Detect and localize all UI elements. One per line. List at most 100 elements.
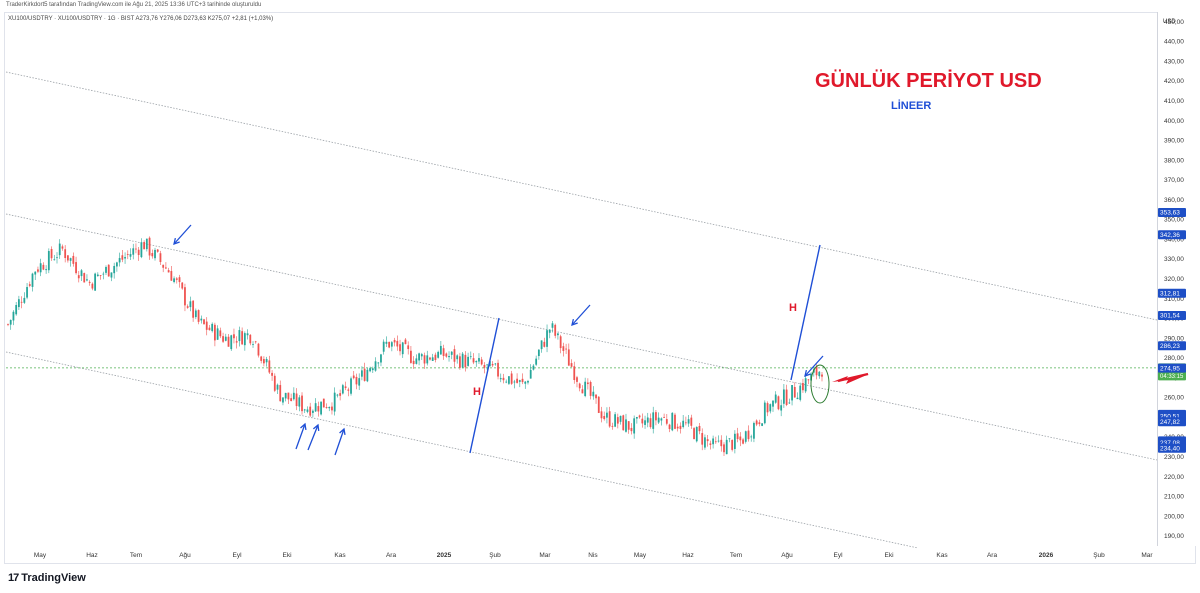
candle-body [763, 402, 766, 424]
candle-body [47, 251, 50, 271]
candle-body [712, 438, 715, 445]
price-axis[interactable] [1157, 12, 1197, 546]
candle-body [456, 355, 459, 360]
y-tick-label: 210,00 [1164, 494, 1184, 501]
candle-body [399, 344, 401, 352]
candle-body [665, 419, 668, 424]
y-tick-label: 350,00 [1164, 217, 1184, 224]
y-tick-label: 260,00 [1164, 395, 1184, 402]
y-tick-label: 280,00 [1164, 355, 1184, 362]
candle-body [518, 380, 521, 382]
arrow-resistance-2 [571, 304, 591, 326]
candle-body [333, 392, 336, 412]
candle-body [687, 419, 690, 424]
candle-body [102, 273, 105, 275]
candle-body [396, 340, 399, 347]
candle-body [627, 421, 630, 430]
candle-body [197, 310, 200, 322]
candle-body [371, 368, 374, 371]
candle-body [325, 407, 328, 409]
candle-body [336, 394, 339, 396]
candle-body [86, 279, 88, 281]
candle-body [537, 349, 540, 357]
candle-body [350, 378, 352, 394]
candle-body [80, 270, 83, 277]
candle-body [222, 336, 224, 342]
candle-body [181, 282, 184, 289]
candle-body [635, 417, 638, 419]
drawings [173, 224, 869, 456]
x-tick-label: Mar [539, 552, 551, 559]
candle-body [118, 258, 121, 263]
candle-body [298, 397, 301, 407]
symbol-info[interactable]: XU100/USDTRY · XU100/USDTRY · 1G · BIST … [8, 16, 274, 22]
candle-body [77, 275, 80, 279]
candle-body [445, 353, 448, 357]
arrow-resistance-2-head [571, 319, 578, 327]
x-tick-label: Eyl [833, 552, 843, 559]
candle-body [567, 349, 570, 366]
candle-body [641, 418, 644, 424]
y-tick-label: 200,00 [1164, 513, 1184, 520]
candle-body [535, 358, 538, 365]
candle-body [410, 350, 412, 363]
price-label: 286,23 [1160, 343, 1180, 350]
y-tick-label: 190,00 [1164, 533, 1184, 540]
candle-body [429, 357, 431, 360]
candle-body [137, 249, 140, 256]
candle-body [723, 444, 725, 453]
tradingview-brand[interactable]: 17 TradingView [8, 571, 86, 585]
x-tick-label: Kas [334, 552, 346, 559]
x-tick-label: Şub [1093, 552, 1105, 559]
candle-body [622, 415, 625, 431]
candle-body [268, 360, 271, 373]
candle-body [20, 301, 23, 303]
candle-body [341, 385, 344, 394]
candle-body [50, 249, 53, 259]
candle-body [331, 406, 333, 411]
channel-line [5, 71, 1158, 321]
candle-body [110, 272, 113, 278]
candle-body [630, 427, 633, 432]
candle-body [475, 360, 478, 363]
candle-body [219, 330, 222, 337]
candle-body [369, 368, 371, 372]
candle-body [415, 358, 418, 364]
candle-body [540, 340, 543, 350]
price-label: 274,95 [1160, 365, 1180, 372]
candle-body [148, 237, 151, 256]
candle-body [804, 378, 807, 392]
candle-body [361, 370, 363, 377]
price-label: 353,63 [1160, 210, 1180, 217]
candle-body [121, 255, 124, 260]
candle-body [178, 277, 181, 283]
candle-body [374, 361, 377, 371]
candle-body [611, 425, 614, 427]
price-label-bg [1158, 417, 1186, 427]
candle-body [344, 386, 347, 389]
candle-body [793, 386, 796, 398]
candle-body [557, 333, 559, 336]
channel-line [5, 351, 919, 549]
candle-body [682, 420, 685, 428]
candle-body [412, 360, 415, 365]
candle-body [565, 348, 567, 350]
candle-body [418, 353, 420, 361]
candle-body [45, 269, 48, 271]
candle-body [151, 253, 154, 257]
candle-body [717, 440, 720, 442]
candle-body [603, 416, 606, 420]
candle-body [143, 242, 146, 250]
price-label: 312,81 [1160, 290, 1180, 297]
candle-body [107, 264, 110, 277]
candle-body [679, 425, 682, 429]
x-tick-label: Eki [884, 552, 893, 559]
candle-body [390, 342, 393, 347]
candle-body [652, 412, 655, 429]
arrow-support-3 [334, 428, 345, 456]
y-tick-label: 410,00 [1164, 98, 1184, 105]
candle-body [26, 287, 28, 298]
candle-body [352, 375, 355, 379]
candle-body [562, 346, 565, 351]
